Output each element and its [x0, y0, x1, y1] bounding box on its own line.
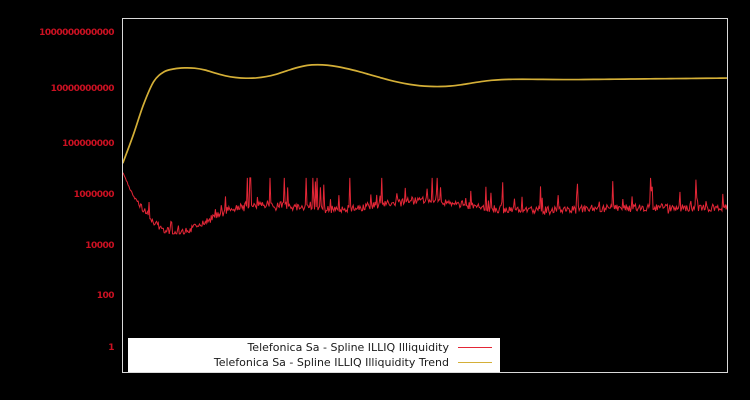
series-line-illiquidity-trend: [123, 65, 727, 163]
legend-label: Telefonica Sa - Spline ILLIQ Illiquidity…: [213, 356, 449, 369]
y-axis-tick-label: 100000000: [62, 139, 114, 149]
y-axis-tick-label: 1000000000000: [39, 28, 114, 38]
y-axis-tick-label: 10000000000: [50, 84, 115, 94]
legend-entry-illiquidity: Telefonica Sa - Spline ILLIQ Illiquidity: [128, 340, 494, 355]
y-axis-tick-labels: 1000000000000 10000000000 100000000 1000…: [0, 0, 122, 400]
y-axis-tick-label: 10000: [85, 241, 114, 251]
legend-line-swatch-illiquidity: [458, 347, 492, 348]
y-axis-tick-label: 100: [96, 291, 115, 301]
legend-label: Telefonica Sa - Spline ILLIQ Illiquidity: [247, 341, 449, 354]
series-line-illiquidity: [123, 173, 727, 234]
legend-entry-illiquidity-trend: Telefonica Sa - Spline ILLIQ Illiquidity…: [128, 355, 494, 370]
y-axis-tick-label: 1000000: [73, 190, 115, 200]
plot-area: [122, 18, 728, 373]
series-canvas: [123, 19, 727, 372]
legend-line-swatch-trend: [458, 362, 492, 363]
chart-legend: Telefonica Sa - Spline ILLIQ Illiquidity…: [128, 338, 500, 372]
y-axis-tick-label: 1: [108, 343, 114, 353]
